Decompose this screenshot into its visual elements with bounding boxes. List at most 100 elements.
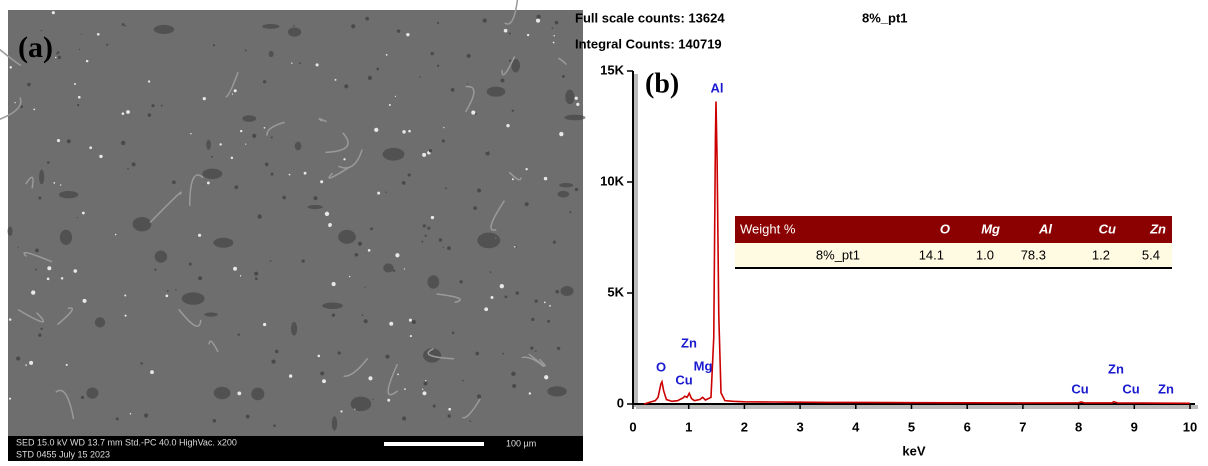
- x-tick-label: 3: [796, 419, 803, 434]
- grain: [212, 418, 217, 423]
- grain: [257, 214, 262, 219]
- grain: [66, 139, 71, 144]
- grain: [525, 167, 528, 171]
- grain: [466, 53, 471, 59]
- pore: [132, 217, 152, 232]
- x-tick-label: 10: [1183, 419, 1197, 434]
- table-header: Weight %: [740, 221, 796, 236]
- grain: [288, 374, 293, 378]
- grain: [354, 252, 359, 257]
- grain: [544, 375, 549, 380]
- grain: [385, 191, 387, 193]
- pore: [564, 114, 586, 121]
- grain: [514, 245, 516, 248]
- grain: [331, 282, 336, 287]
- grain: [77, 95, 81, 99]
- grain: [322, 379, 326, 384]
- grain: [121, 23, 125, 26]
- grain: [14, 101, 16, 104]
- grain: [389, 321, 394, 326]
- pore: [86, 387, 99, 399]
- grain: [536, 14, 541, 19]
- pore: [39, 169, 45, 185]
- grain: [508, 32, 511, 35]
- grain: [357, 241, 363, 246]
- grain: [252, 133, 257, 138]
- grain: [401, 180, 406, 185]
- x-tick-label: 7: [1019, 419, 1026, 434]
- grain: [320, 180, 324, 184]
- grain-boundary: [436, 293, 461, 304]
- grain: [396, 29, 401, 33]
- table-header: Cu: [1099, 221, 1116, 236]
- grain-boundary: [343, 357, 369, 378]
- grain: [51, 11, 55, 15]
- grain: [436, 21, 440, 25]
- sem-info: SED 15.0 kV WD 13.7 mm Std.-PC 40.0 High…: [16, 437, 237, 447]
- pore: [560, 286, 574, 297]
- scale-bar: [384, 442, 484, 446]
- x-tick-label: 8: [1075, 419, 1082, 434]
- grain: [188, 262, 192, 266]
- x-tick-label: 9: [1131, 419, 1138, 434]
- peak-label: Cu: [1122, 381, 1139, 396]
- x-tick-label: 0: [629, 419, 636, 434]
- grain: [56, 53, 58, 55]
- grain: [124, 294, 127, 297]
- grain: [475, 351, 480, 356]
- grain-boundary: [266, 121, 285, 136]
- chart-title: 8%_pt1: [862, 10, 908, 25]
- grain: [76, 216, 79, 219]
- grain: [511, 109, 514, 112]
- grain: [377, 191, 381, 195]
- peak-label: O: [656, 359, 666, 374]
- table-cell: 14.1: [919, 247, 944, 262]
- grain: [395, 253, 400, 258]
- grain-boundary: [318, 117, 327, 123]
- pore: [181, 292, 205, 305]
- grain-boundary: [490, 200, 506, 231]
- grain: [466, 83, 469, 85]
- grain: [406, 32, 410, 37]
- grain: [264, 162, 269, 167]
- grain: [40, 327, 43, 330]
- x-tick-label: 2: [741, 419, 748, 434]
- grain: [502, 352, 505, 355]
- grain-boundary: [0, 48, 22, 66]
- grain: [320, 371, 325, 376]
- grain: [206, 181, 210, 185]
- grain: [387, 398, 391, 402]
- grain: [8, 318, 12, 321]
- grain: [531, 317, 535, 322]
- grain: [576, 102, 580, 107]
- grain: [574, 96, 578, 100]
- grain: [35, 248, 39, 253]
- grain: [423, 381, 428, 386]
- sem-info: STD 0455 July 15 2023: [16, 449, 110, 459]
- grain: [424, 380, 427, 382]
- grain: [33, 108, 36, 111]
- grain: [47, 266, 52, 271]
- grain: [459, 280, 463, 284]
- table-cell: 5.4: [1142, 247, 1160, 262]
- grain: [239, 275, 242, 277]
- grain: [409, 335, 412, 338]
- grain: [430, 215, 435, 220]
- grain: [150, 370, 154, 375]
- grain: [73, 269, 78, 273]
- grain: [124, 314, 127, 317]
- grain-boundary: [557, 57, 567, 66]
- peak-label: Zn: [681, 335, 697, 350]
- grain: [233, 89, 237, 93]
- grain: [230, 156, 234, 160]
- grain: [407, 173, 411, 177]
- grain: [99, 154, 103, 159]
- grain: [515, 291, 519, 295]
- grain: [476, 394, 482, 399]
- pore: [202, 168, 223, 180]
- grain: [293, 24, 295, 27]
- grain: [262, 80, 267, 84]
- pore: [559, 182, 574, 188]
- pore: [268, 50, 274, 58]
